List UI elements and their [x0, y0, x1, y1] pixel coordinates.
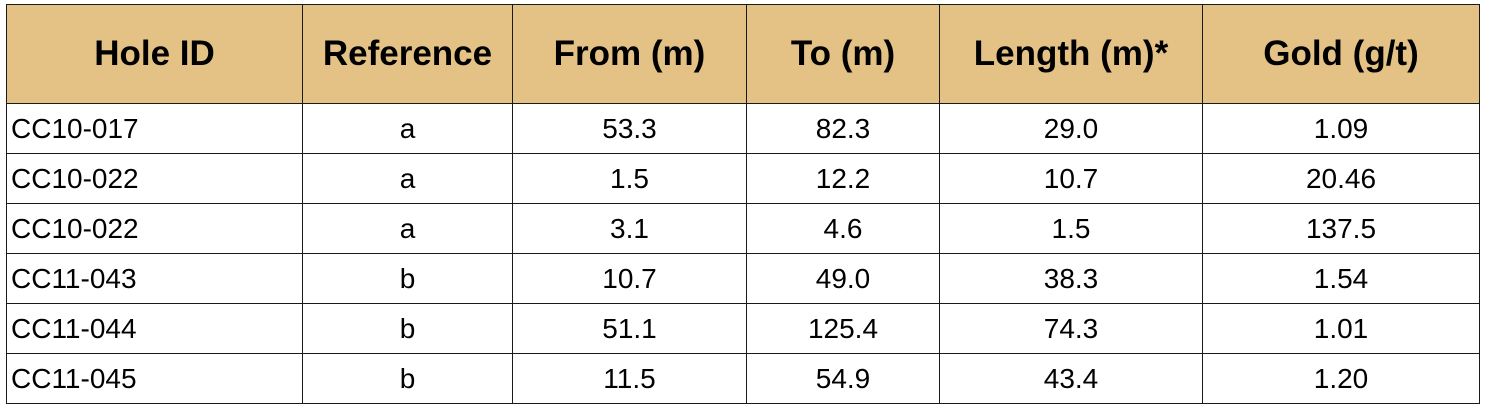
- cell-reference: b: [302, 303, 513, 354]
- column-header-hole-id: Hole ID: [6, 4, 303, 104]
- cell-to: 12.2: [746, 153, 940, 204]
- cell-reference: b: [302, 353, 513, 404]
- table-header: Hole ID Reference From (m) To (m) Length…: [6, 4, 1480, 104]
- column-header-gold: Gold (g/t): [1202, 4, 1480, 104]
- cell-length: 74.3: [939, 303, 1203, 354]
- table-row: CC11-044 b 51.1 125.4 74.3 1.01: [6, 303, 1480, 354]
- cell-to: 54.9: [746, 353, 940, 404]
- cell-length: 38.3: [939, 253, 1203, 304]
- cell-length: 29.0: [939, 103, 1203, 154]
- cell-hole-id: CC10-017: [6, 103, 303, 154]
- cell-from: 10.7: [512, 253, 747, 304]
- cell-from: 53.3: [512, 103, 747, 154]
- cell-reference: a: [302, 203, 513, 254]
- drill-results-table: Hole ID Reference From (m) To (m) Length…: [6, 4, 1480, 404]
- cell-length: 43.4: [939, 353, 1203, 404]
- cell-to: 49.0: [746, 253, 940, 304]
- cell-from: 51.1: [512, 303, 747, 354]
- cell-to: 82.3: [746, 103, 940, 154]
- cell-gold: 20.46: [1202, 153, 1480, 204]
- cell-gold: 1.01: [1202, 303, 1480, 354]
- cell-hole-id: CC10-022: [6, 153, 303, 204]
- table-row: CC10-017 a 53.3 82.3 29.0 1.09: [6, 103, 1480, 154]
- cell-gold: 137.5: [1202, 203, 1480, 254]
- cell-from: 1.5: [512, 153, 747, 204]
- cell-gold: 1.20: [1202, 353, 1480, 404]
- cell-to: 4.6: [746, 203, 940, 254]
- cell-from: 3.1: [512, 203, 747, 254]
- cell-gold: 1.54: [1202, 253, 1480, 304]
- column-header-reference: Reference: [302, 4, 513, 104]
- cell-reference: a: [302, 103, 513, 154]
- column-header-from: From (m): [512, 4, 747, 104]
- cell-hole-id: CC11-044: [6, 303, 303, 354]
- cell-gold: 1.09: [1202, 103, 1480, 154]
- table-row: CC11-045 b 11.5 54.9 43.4 1.20: [6, 353, 1480, 404]
- cell-hole-id: CC11-045: [6, 353, 303, 404]
- cell-hole-id: CC11-043: [6, 253, 303, 304]
- cell-from: 11.5: [512, 353, 747, 404]
- table-body: CC10-017 a 53.3 82.3 29.0 1.09 CC10-022 …: [6, 103, 1480, 404]
- cell-hole-id: CC10-022: [6, 203, 303, 254]
- header-row: Hole ID Reference From (m) To (m) Length…: [6, 4, 1480, 104]
- cell-length: 10.7: [939, 153, 1203, 204]
- cell-reference: b: [302, 253, 513, 304]
- table-row: CC10-022 a 1.5 12.2 10.7 20.46: [6, 153, 1480, 204]
- cell-to: 125.4: [746, 303, 940, 354]
- column-header-to: To (m): [746, 4, 940, 104]
- cell-length: 1.5: [939, 203, 1203, 254]
- table-row: CC10-022 a 3.1 4.6 1.5 137.5: [6, 203, 1480, 254]
- table-row: CC11-043 b 10.7 49.0 38.3 1.54: [6, 253, 1480, 304]
- column-header-length: Length (m)*: [939, 4, 1203, 104]
- cell-reference: a: [302, 153, 513, 204]
- drill-results-table-container: Hole ID Reference From (m) To (m) Length…: [6, 4, 1480, 404]
